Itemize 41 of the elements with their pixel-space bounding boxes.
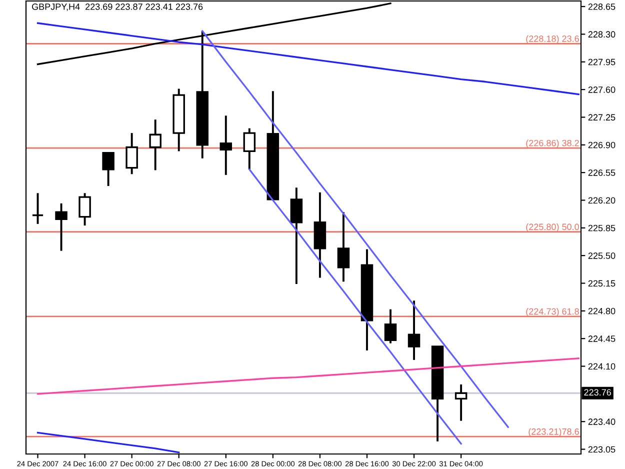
candlestick: [102, 152, 114, 187]
y-tick-label: 227.25: [588, 114, 616, 121]
y-tick-label: 228.30: [588, 31, 616, 38]
line-series: [36, 22, 580, 96]
ref-line-label: (223.21)78.6: [528, 428, 579, 437]
candlestick: [149, 118, 162, 172]
y-tick-label: 224.10: [588, 363, 616, 370]
y-tick-label: 225.50: [588, 252, 616, 259]
y-tick-label: 228.65: [588, 4, 616, 10]
y-tick-label: 227.95: [588, 58, 616, 66]
line-series: [202, 30, 509, 428]
y-tick-label: 226.90: [588, 142, 616, 148]
candlestick: [126, 132, 138, 176]
candlestick: [384, 308, 397, 344]
candlestick: [454, 383, 468, 422]
candlestick: [55, 202, 68, 252]
line-series: [36, 432, 180, 454]
y-tick-label: 225.15: [588, 280, 616, 287]
chart-title: GBPJPY,H4 223.69 223.87 223.41 223.76: [32, 4, 203, 11]
ref-line-label: (224.73) 61.8: [526, 308, 579, 316]
line-series: [248, 168, 462, 445]
ref-line-label: (225.80) 50.0: [526, 223, 579, 232]
ref-line-label: (228.18) 23.6: [526, 35, 579, 44]
y-tick-label: 224.45: [588, 336, 616, 342]
y-tick-label: 224.80: [588, 308, 616, 314]
y-tick-label: 226.20: [588, 197, 616, 204]
candlestick: [337, 211, 350, 283]
candlestick: [243, 127, 256, 170]
candlestick: [408, 300, 420, 361]
line-series: [36, 358, 580, 395]
ref-line-label: (226.86) 38.2: [526, 140, 579, 148]
candlestick: [290, 186, 303, 285]
y-tick-label: 226.55: [588, 170, 616, 176]
annotation: 223.76: [584, 389, 611, 396]
y-tick-label: 227.60: [588, 86, 616, 93]
candlestick: [78, 192, 91, 226]
candlestick: [220, 114, 232, 176]
y-tick-label: 225.85: [588, 224, 616, 232]
y-tick-label: 223.05: [588, 446, 616, 453]
candlestick: [32, 192, 44, 225]
y-tick-label: 223.40: [588, 418, 616, 425]
